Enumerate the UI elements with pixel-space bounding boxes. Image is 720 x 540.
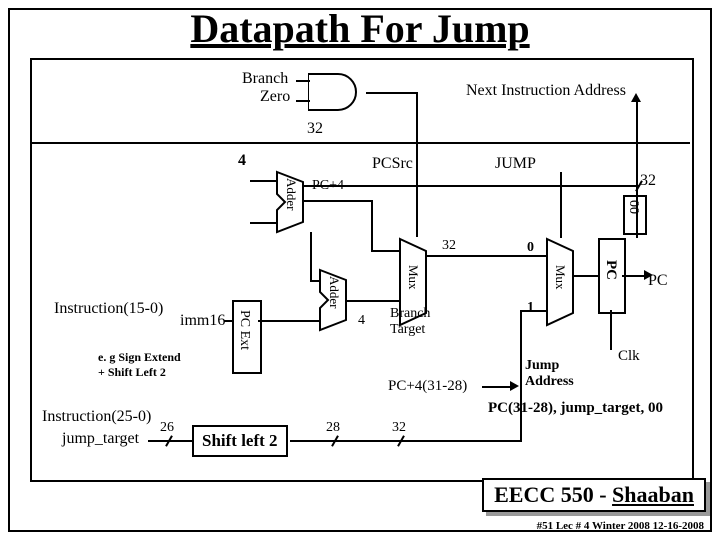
imm16-label: imm16	[180, 312, 225, 330]
pc-concat-label: PC(31-28), jump_target, 00	[488, 400, 663, 417]
pc4-31-28: PC+4(31-28)	[388, 378, 467, 395]
wire	[622, 275, 646, 277]
jump-label: JUMP	[495, 155, 536, 173]
const-4: 4	[238, 152, 246, 170]
wire	[148, 440, 192, 442]
wire	[371, 200, 373, 252]
branch-target-label: Branch Target	[390, 306, 430, 338]
wire	[296, 100, 310, 102]
num-28: 28	[326, 420, 340, 436]
shift-left-2-box: Shift left 2	[192, 425, 288, 457]
mux2-label: Mux	[552, 265, 568, 290]
bus32-mux: 32	[442, 238, 456, 254]
next-instruction-address: Next Instruction Address	[466, 82, 626, 100]
wire	[303, 185, 639, 187]
footer-small: #51 Lec # 4 Winter 2008 12-16-2008	[537, 520, 704, 532]
jump-address-label: Jump Address	[525, 358, 574, 390]
wire	[250, 180, 276, 182]
title: Datapath For Jump	[0, 5, 720, 52]
bus-32-top: 32	[307, 120, 323, 138]
arrow	[510, 381, 519, 391]
wire	[560, 172, 562, 238]
signext-note: e. g Sign Extend + Shift Left 2	[98, 350, 181, 380]
branch-label: Branch	[242, 70, 288, 88]
mux2-0: 0	[527, 240, 534, 256]
pc-label: PC	[602, 260, 619, 280]
wire	[520, 326, 522, 442]
num-32-bot: 32	[392, 420, 406, 436]
wire	[310, 280, 320, 282]
wire	[520, 310, 522, 326]
adder1-label: Adder	[283, 178, 299, 211]
arrow	[644, 270, 653, 280]
instr-25-0: Instruction(25-0)	[42, 408, 151, 426]
wire	[416, 92, 418, 237]
wire	[636, 100, 638, 143]
mux2-1: 1	[527, 300, 534, 316]
zero-zero-label: 00	[625, 200, 641, 214]
mux1-label: Mux	[405, 265, 421, 290]
adder2-label: Adder	[326, 276, 342, 309]
wire	[610, 310, 612, 350]
footer-box: EECC 550 - Shaaban	[482, 478, 706, 512]
wire	[303, 200, 373, 202]
footer-course: EECC 550 -	[494, 482, 612, 507]
clk-label: Clk	[618, 348, 640, 365]
wire	[224, 320, 234, 322]
footer-instructor: Shaaban	[612, 482, 694, 507]
const-4-adder: 4	[358, 313, 365, 329]
arrow-nia	[631, 93, 641, 102]
wire	[346, 300, 400, 302]
wire	[426, 255, 546, 257]
wire	[520, 310, 546, 312]
jump-target-label: jump_target	[62, 430, 139, 448]
instr-15-0: Instruction(15-0)	[54, 300, 163, 318]
wire	[258, 320, 320, 322]
and-gate	[308, 72, 368, 112]
wire	[290, 440, 520, 442]
wire	[296, 80, 310, 82]
slide: Datapath For Jump Branch Zero Next Instr…	[0, 0, 720, 540]
zero-label: Zero	[260, 88, 290, 106]
num-26: 26	[160, 420, 174, 436]
divider-top	[32, 142, 690, 144]
wire	[573, 275, 599, 277]
wire	[250, 222, 276, 224]
pcsrc-label: PCSrc	[372, 155, 413, 173]
wire	[371, 250, 399, 252]
wire	[482, 386, 512, 388]
pcext-label: PC Ext	[236, 310, 252, 350]
wire	[366, 92, 418, 94]
wire	[310, 232, 312, 280]
